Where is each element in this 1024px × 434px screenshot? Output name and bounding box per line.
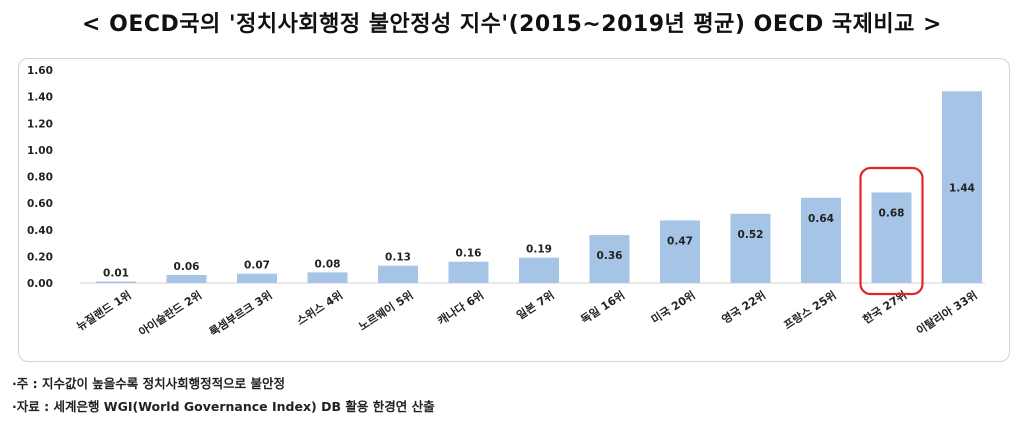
data-label: 0.68 bbox=[879, 207, 905, 219]
bar bbox=[448, 261, 489, 283]
data-label: 0.01 bbox=[103, 268, 129, 280]
data-label: 0.36 bbox=[597, 250, 623, 262]
bar bbox=[942, 91, 982, 283]
bar bbox=[166, 275, 207, 283]
bar bbox=[871, 192, 912, 283]
x-tick-label: 일본 7위 bbox=[514, 288, 557, 323]
highlight-box bbox=[859, 166, 924, 296]
x-tick-label: 독일 16위 bbox=[578, 288, 627, 327]
y-tick-label: 0.80 bbox=[27, 172, 53, 184]
data-label: 0.52 bbox=[738, 229, 764, 241]
data-label: 0.13 bbox=[385, 252, 411, 264]
data-label: 0.47 bbox=[667, 235, 693, 247]
bar bbox=[378, 265, 418, 283]
chart-title: < OECD국의 '정치사회행정 불안정성 지수'(2015~2019년 평균)… bbox=[82, 12, 942, 37]
data-label: 0.19 bbox=[526, 244, 552, 256]
note-text: ·주 : 지수값이 높을수록 정치사회행정적으로 불안정 bbox=[12, 376, 286, 391]
bar bbox=[660, 220, 700, 283]
x-tick-label: 영국 22위 bbox=[720, 289, 769, 327]
x-tick-label: 스위스 4위 bbox=[294, 289, 345, 328]
x-tick-label: 룩셈부르크 3위 bbox=[206, 288, 274, 339]
bar bbox=[589, 235, 630, 283]
x-tick-label: 캐나다 6위 bbox=[435, 288, 486, 328]
x-tick-label: 미국 20위 bbox=[648, 288, 697, 327]
source-text: ·자료 : 세계은행 WGI(World Governance Index) D… bbox=[12, 399, 435, 414]
data-label: 1.44 bbox=[949, 182, 975, 194]
data-label: 0.08 bbox=[315, 258, 341, 270]
bar bbox=[730, 213, 771, 283]
y-tick-label: 0.60 bbox=[27, 198, 53, 210]
data-label: 0.07 bbox=[244, 260, 270, 272]
y-tick-label: 0.40 bbox=[27, 225, 53, 237]
bar bbox=[519, 257, 559, 283]
x-tick-label: 아이슬란드 2위 bbox=[136, 288, 204, 339]
bar bbox=[801, 197, 841, 283]
x-tick-label: 이탈리아 33위 bbox=[914, 288, 980, 338]
chart-frame bbox=[18, 58, 1010, 362]
bar bbox=[237, 273, 277, 283]
bar bbox=[307, 272, 348, 283]
y-tick-label: 0.20 bbox=[27, 251, 53, 263]
x-tick-label: 프랑스 25위 bbox=[782, 289, 839, 332]
y-tick-label: 0.00 bbox=[27, 278, 53, 290]
y-tick-label: 1.20 bbox=[27, 118, 53, 130]
y-tick-label: 1.60 bbox=[27, 65, 53, 77]
data-label: 0.64 bbox=[808, 213, 834, 225]
x-tick-label: 노르웨이 5위 bbox=[356, 288, 416, 334]
data-label: 0.06 bbox=[174, 261, 200, 273]
y-tick-label: 1.00 bbox=[27, 145, 53, 157]
y-tick-label: 1.40 bbox=[27, 92, 53, 104]
bar bbox=[96, 281, 136, 283]
x-tick-label: 뉴질랜드 1위 bbox=[74, 288, 134, 334]
data-label: 0.16 bbox=[456, 248, 482, 260]
